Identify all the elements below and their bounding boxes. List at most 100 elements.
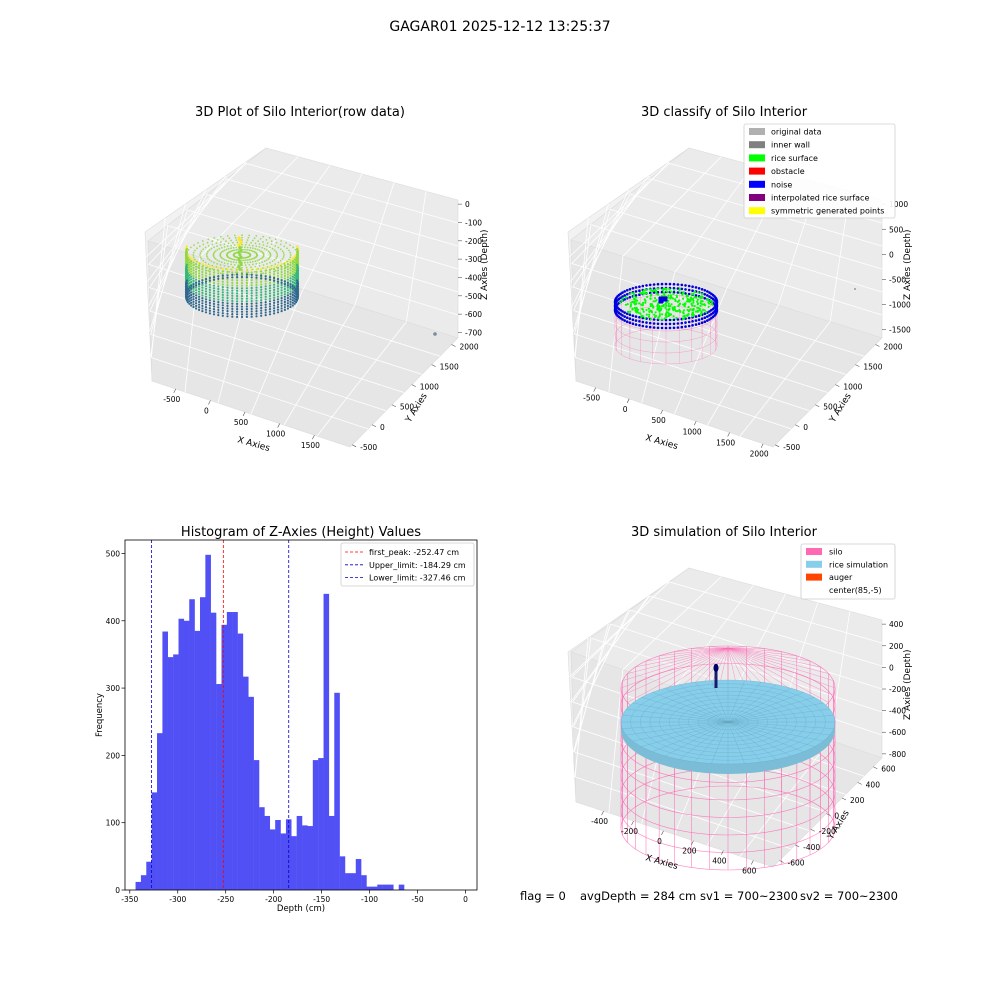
raw-wall-point bbox=[208, 294, 211, 297]
classify-rice-point bbox=[642, 289, 645, 292]
rice-mesh-spoke bbox=[727, 721, 824, 742]
raw-wall-point bbox=[250, 279, 253, 282]
classify-ztick-label: 500 bbox=[889, 225, 904, 234]
classify-noise-point bbox=[628, 296, 632, 299]
raw-surface-point bbox=[219, 244, 222, 246]
raw-wall-point bbox=[286, 276, 289, 279]
classify-rice-point bbox=[649, 318, 653, 321]
classify-rice-point bbox=[692, 314, 696, 317]
raw-surface-point bbox=[207, 250, 209, 253]
raw-surface-point bbox=[199, 256, 202, 258]
raw-wall-point bbox=[195, 278, 198, 281]
raw-wall-point bbox=[204, 278, 208, 281]
raw-surface-point bbox=[200, 250, 203, 253]
raw-wall-point bbox=[204, 282, 208, 285]
raw-wall-point bbox=[231, 273, 234, 276]
raw-wall-point bbox=[198, 306, 201, 309]
raw-wall-point bbox=[236, 302, 239, 305]
raw-wall-point bbox=[268, 274, 272, 277]
histogram-bar bbox=[280, 833, 287, 890]
raw-surface-point bbox=[222, 258, 225, 260]
raw-wall-point bbox=[221, 283, 224, 286]
classify-rice-point bbox=[668, 307, 671, 311]
raw-surface-point bbox=[243, 259, 245, 262]
raw-wall-point bbox=[198, 303, 201, 306]
raw-surface-point bbox=[277, 246, 280, 249]
raw-wall-point bbox=[195, 284, 198, 287]
raw-wall-point bbox=[250, 315, 253, 318]
classify-rice-point bbox=[650, 289, 653, 292]
raw-wall-point bbox=[212, 287, 216, 290]
raw-wall-point bbox=[212, 310, 216, 313]
raw-surface-point bbox=[258, 258, 261, 261]
classify-rice-point bbox=[682, 317, 685, 321]
raw-wall-point bbox=[286, 278, 289, 281]
classify-noise-point bbox=[621, 314, 624, 317]
raw-surface-point bbox=[275, 257, 277, 260]
classify-noise-point bbox=[697, 322, 701, 326]
silo-roof-line bbox=[627, 647, 729, 703]
classify-noise-point bbox=[708, 314, 711, 317]
raw-wall-point bbox=[250, 294, 253, 297]
raw-surface-point bbox=[187, 259, 190, 261]
raw-wall-point bbox=[231, 286, 234, 290]
classify-rice-point bbox=[644, 301, 647, 304]
raw-surface-point bbox=[193, 244, 195, 247]
raw-wall-point bbox=[198, 298, 201, 301]
classify-rice-point bbox=[693, 290, 697, 293]
raw-surface-point bbox=[210, 247, 213, 250]
raw-surface-point bbox=[199, 254, 201, 256]
raw-plot-axes-box bbox=[144, 147, 459, 448]
raw-surface-point bbox=[249, 261, 252, 264]
simulation-ytick-mark bbox=[795, 844, 800, 848]
raw-surface-point bbox=[281, 250, 284, 253]
raw-surface-point bbox=[231, 249, 234, 252]
raw-wall-point bbox=[231, 315, 234, 318]
raw-surface-point bbox=[222, 270, 225, 272]
classify-noise-point bbox=[668, 322, 672, 326]
histogram-bar bbox=[226, 612, 233, 890]
classify-rice-point bbox=[669, 313, 672, 316]
raw-wall-point bbox=[273, 307, 276, 310]
simulation-xtick-mark bbox=[721, 850, 724, 855]
raw-wall-point bbox=[245, 300, 248, 303]
raw-obstacle-point bbox=[237, 258, 241, 262]
footer-flag: flag = 0 bbox=[520, 889, 566, 903]
classify-noise-point bbox=[680, 283, 684, 287]
classify-ytick-mark bbox=[875, 344, 880, 347]
raw-wall-point bbox=[195, 286, 198, 289]
raw-wall-point bbox=[231, 294, 234, 297]
raw-wall-point bbox=[250, 289, 253, 292]
classify-ytick-label: 500 bbox=[823, 403, 838, 412]
raw-surface-point bbox=[235, 259, 238, 261]
raw-surface-point bbox=[252, 260, 254, 263]
raw-wall-point bbox=[291, 273, 294, 276]
classify-rice-point bbox=[661, 313, 664, 316]
raw-wall-point bbox=[201, 299, 204, 302]
raw-wall-point bbox=[276, 280, 280, 283]
raw-wall-point bbox=[195, 273, 198, 276]
raw-surface-point bbox=[292, 261, 295, 264]
raw-wall-point bbox=[289, 295, 292, 298]
simulation-legend-frame bbox=[800, 543, 896, 600]
raw-surface-point bbox=[207, 263, 210, 265]
simulation-xtick-label: 600 bbox=[742, 867, 757, 876]
raw-surface-point bbox=[254, 247, 257, 250]
classify-rice-point bbox=[672, 315, 675, 318]
raw-wall-point bbox=[260, 286, 263, 289]
classify-noise-point bbox=[634, 315, 638, 318]
silo-roof-line bbox=[727, 647, 829, 703]
raw-wall-point bbox=[276, 308, 280, 311]
classify-noise-point bbox=[687, 320, 691, 324]
raw-wall-point bbox=[231, 284, 234, 287]
histogram-ytick-label: 300 bbox=[106, 684, 121, 693]
raw-wall-point bbox=[240, 287, 244, 290]
raw-wall-point bbox=[204, 280, 208, 283]
simulation-xtick-label: -200 bbox=[621, 827, 638, 836]
classify-rice-point bbox=[637, 311, 640, 314]
raw-wall-point bbox=[245, 297, 248, 300]
raw-wall-point bbox=[260, 314, 263, 317]
raw-wall-point bbox=[204, 274, 208, 277]
classify-rice-point bbox=[664, 312, 668, 315]
classify-rice-point bbox=[624, 303, 628, 306]
